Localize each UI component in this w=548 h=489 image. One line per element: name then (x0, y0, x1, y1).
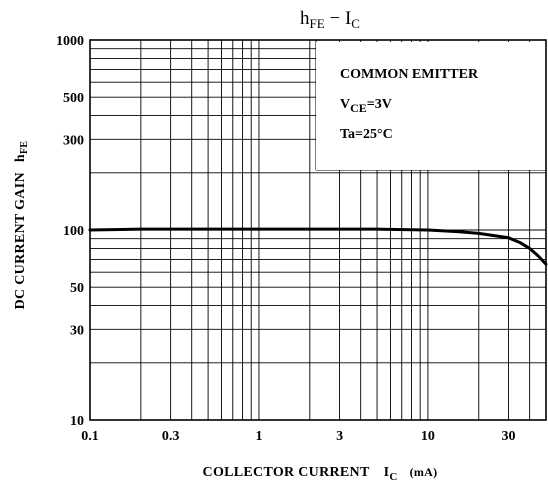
annotation-common-emitter: COMMON EMITTER (340, 67, 479, 82)
y-tick-label: 50 (70, 281, 84, 296)
x-tick-label: 3 (336, 429, 343, 444)
x-axis-label: COLLECTOR CURRENT IC (mA) (203, 465, 438, 483)
chart-title: hFE − IC (300, 8, 360, 31)
y-tick-label: 100 (63, 224, 84, 239)
series-layer (88, 227, 548, 266)
hfe-curve (88, 227, 548, 266)
x-tick-label: 0.3 (162, 429, 180, 444)
y-tick-label: 1000 (56, 34, 84, 49)
y-tick-label: 30 (70, 323, 84, 338)
legend-box-bg (316, 42, 546, 170)
y-axis-label: DC CURRENT GAINhFE (13, 141, 30, 310)
x-tick-label: 1 (255, 429, 262, 444)
x-tick-label: 30 (502, 429, 516, 444)
tick-label-layer: 0.1 0.3 1 3 10 30 10 30 50 100 300 500 1000 (56, 34, 516, 444)
x-tick-label: 10 (421, 429, 435, 444)
y-tick-label: 500 (63, 91, 84, 106)
y-tick-label: 300 (63, 133, 84, 148)
y-tick-label: 10 (70, 414, 84, 429)
annotation-vce: VCE=3V (340, 97, 392, 115)
x-tick-label: 0.1 (81, 429, 99, 444)
annotation-temperature: Ta=25°C (340, 127, 393, 142)
